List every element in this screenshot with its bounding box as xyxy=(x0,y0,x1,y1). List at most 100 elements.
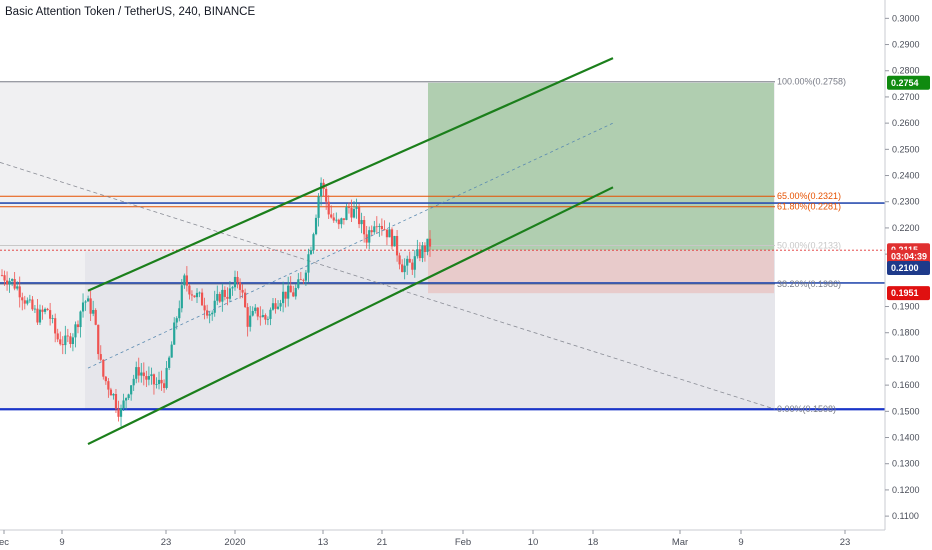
candle-body xyxy=(69,336,72,345)
candle xyxy=(81,293,85,318)
y-tick-label: 0.1400 xyxy=(892,433,920,443)
channel-lower-line xyxy=(87,186,614,446)
candle xyxy=(51,314,54,324)
candle xyxy=(375,216,378,234)
candle xyxy=(117,400,120,422)
x-tick-label: ec xyxy=(0,537,9,548)
candle-body xyxy=(64,335,67,346)
candle-body xyxy=(114,393,118,409)
price-badge-bg xyxy=(887,286,930,301)
fib-label: 38.20%(0.1986) xyxy=(777,279,841,289)
candle-body xyxy=(383,229,386,230)
candle-body xyxy=(155,384,158,385)
candle xyxy=(79,310,82,338)
price-badge: 0.2754 xyxy=(887,75,930,90)
candle-body xyxy=(94,309,97,325)
fib-label: 61.80%(0.2281) xyxy=(777,202,841,212)
candle xyxy=(418,242,421,262)
y-tick-label: 0.3000 xyxy=(892,13,920,23)
candle xyxy=(107,378,110,398)
candle xyxy=(132,374,135,391)
candle-body xyxy=(251,310,254,316)
candle-body xyxy=(244,292,247,308)
candle-body xyxy=(312,234,315,251)
candle-body xyxy=(309,250,313,255)
candle xyxy=(325,186,328,210)
dashed-trend-line xyxy=(0,162,776,410)
candle-body xyxy=(150,374,153,377)
candle-body xyxy=(307,254,310,273)
candle-body xyxy=(213,300,216,313)
y-tick-label: 0.1200 xyxy=(892,485,920,495)
candle-body xyxy=(271,303,275,310)
candle xyxy=(299,271,302,281)
candle xyxy=(228,280,232,302)
candle-body xyxy=(226,296,229,299)
x-tick-label: 9 xyxy=(59,537,64,548)
candle-body xyxy=(297,279,300,288)
candle-body xyxy=(97,324,100,355)
candle-body xyxy=(54,318,57,334)
candle xyxy=(119,404,123,427)
candle-body xyxy=(408,258,411,263)
y-tick-label: 0.1900 xyxy=(892,302,920,312)
candle xyxy=(335,212,338,223)
candle-body xyxy=(122,400,125,409)
candle-body xyxy=(294,287,297,297)
candle-body xyxy=(46,308,49,311)
candle-body xyxy=(51,318,54,319)
candle xyxy=(76,320,80,334)
candle xyxy=(398,252,401,270)
candle-body xyxy=(264,315,267,320)
candle-body xyxy=(282,291,285,304)
candle xyxy=(11,278,14,287)
candle-body xyxy=(332,217,335,221)
candle-body xyxy=(38,309,42,323)
candle xyxy=(421,241,424,263)
candle xyxy=(330,205,333,219)
candle-body xyxy=(178,308,181,319)
candle xyxy=(244,288,247,308)
candle xyxy=(294,284,297,300)
candle xyxy=(61,336,64,355)
candle-body xyxy=(236,276,239,283)
candle xyxy=(428,230,432,257)
candle xyxy=(426,238,429,256)
candle xyxy=(264,313,267,325)
y-tick-label: 0.1600 xyxy=(892,380,920,390)
candle xyxy=(370,225,373,237)
candle-body xyxy=(41,309,44,312)
candle-body xyxy=(428,238,432,247)
candle xyxy=(380,218,383,236)
candle-body xyxy=(21,297,24,301)
candle xyxy=(213,290,216,317)
candle xyxy=(0,269,4,277)
candle-body xyxy=(104,376,107,382)
candle-body xyxy=(223,289,226,297)
candle xyxy=(238,278,242,299)
candle-body xyxy=(289,285,292,293)
candle-body xyxy=(398,255,401,265)
candle xyxy=(71,333,75,352)
candle-body xyxy=(26,300,29,304)
candle xyxy=(21,292,24,311)
candle xyxy=(360,212,363,234)
candle-body xyxy=(79,311,82,328)
candle xyxy=(3,270,6,286)
horizontal-lines xyxy=(0,81,885,411)
candle xyxy=(43,307,47,315)
candle-body xyxy=(314,217,318,235)
candle-body xyxy=(327,201,330,215)
candle xyxy=(135,361,138,384)
candle xyxy=(332,213,335,223)
candle-body xyxy=(130,385,133,395)
candle xyxy=(195,288,199,303)
candle-body xyxy=(81,302,85,312)
candle-body xyxy=(170,344,173,358)
candle xyxy=(317,193,320,227)
candle xyxy=(64,325,67,355)
candle xyxy=(279,299,282,312)
candle xyxy=(168,355,171,371)
candle-body xyxy=(375,226,378,228)
